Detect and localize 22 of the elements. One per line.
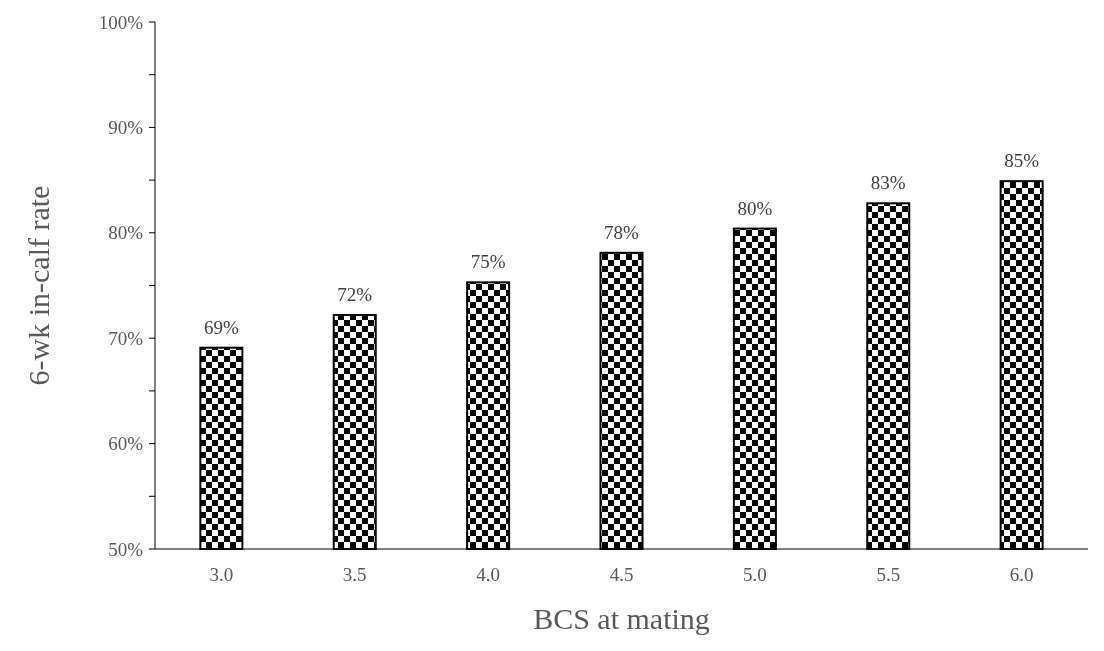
x-axis-title: BCS at mating [533,602,710,635]
data-label: 69% [203,316,239,338]
x-tick-label: 6.0 [1009,564,1034,585]
data-label: 72% [337,284,373,306]
data-label: 78% [604,221,640,243]
data-label: 80% [737,197,773,219]
x-tick-label: 3.0 [209,564,234,585]
y-axis-title: 6-wk in-calf rate [21,185,55,386]
data-label: 85% [1004,150,1040,172]
x-tick-label: 5.0 [743,564,767,585]
y-tick-label: 80% [108,222,144,244]
data-label: 75% [470,251,506,273]
x-tick-label: 4.0 [476,564,500,585]
data-label: 83% [870,172,906,194]
y-tick-label: 50% [108,538,144,560]
y-tick-label: 70% [108,327,144,349]
x-tick-label: 4.5 [609,564,634,585]
y-tick-label: 100% [98,11,144,33]
x-tick-label: 5.5 [876,564,901,585]
x-tick-label: 3.5 [342,564,367,585]
y-tick-label: 90% [108,117,144,139]
y-tick-label: 60% [108,433,144,455]
